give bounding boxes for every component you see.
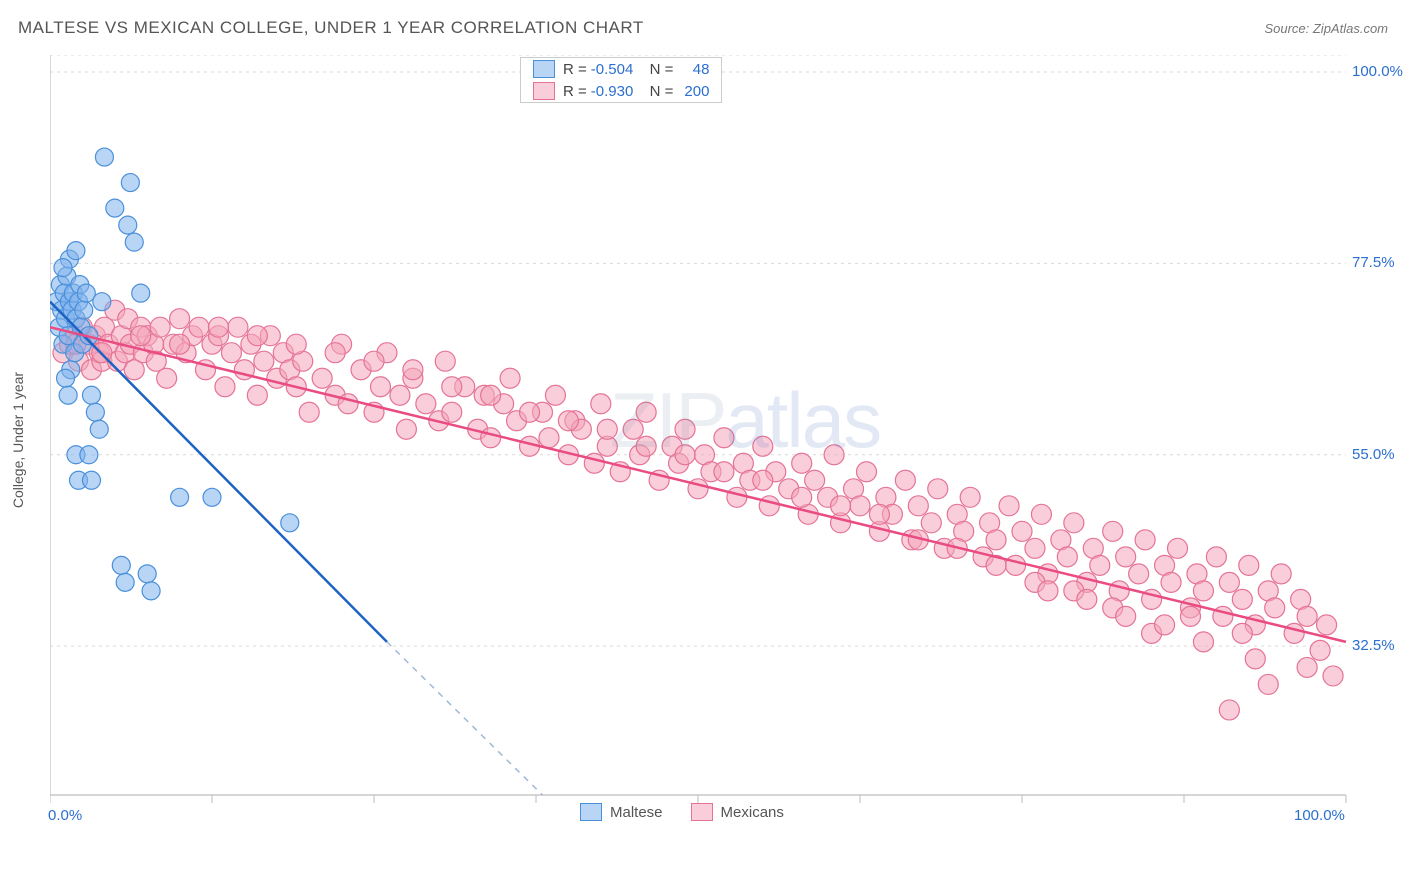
header: MALTESE VS MEXICAN COLLEGE, UNDER 1 YEAR… [18,18,1388,38]
legend-row: R = -0.504 N = 48 [521,58,721,80]
correlation-legend: R = -0.504 N = 48 R = -0.930 N = 200 [520,57,722,103]
legend-text: R = -0.504 N = 48 [563,61,709,78]
chart-title: MALTESE VS MEXICAN COLLEGE, UNDER 1 YEAR… [18,18,644,38]
series-legend-item: Maltese [580,803,663,821]
x-axis-max-label: 100.0% [1294,807,1345,824]
y-tick-label: 55.0% [1352,446,1395,463]
y-axis-label: College, Under 1 year [10,372,26,508]
legend-swatch [533,82,555,100]
source-label: Source: ZipAtlas.com [1264,21,1388,36]
plot-area: ZIPatlas R = -0.504 N = 48R = -0.930 N =… [50,55,1380,825]
chart-container: MALTESE VS MEXICAN COLLEGE, UNDER 1 YEAR… [0,0,1406,892]
y-tick-label: 77.5% [1352,254,1395,271]
series-name: Maltese [610,804,663,821]
legend-text: R = -0.930 N = 200 [563,83,709,100]
legend-row: R = -0.930 N = 200 [521,80,721,102]
legend-swatch [580,803,602,821]
series-legend: Maltese Mexicans [580,803,784,821]
y-tick-label: 32.5% [1352,637,1395,654]
scatter-plot [50,55,1380,825]
series-legend-item: Mexicans [691,803,784,821]
x-axis-min-label: 0.0% [48,807,82,824]
y-tick-label: 100.0% [1352,63,1403,80]
legend-swatch [533,60,555,78]
series-name: Mexicans [721,804,784,821]
legend-swatch [691,803,713,821]
